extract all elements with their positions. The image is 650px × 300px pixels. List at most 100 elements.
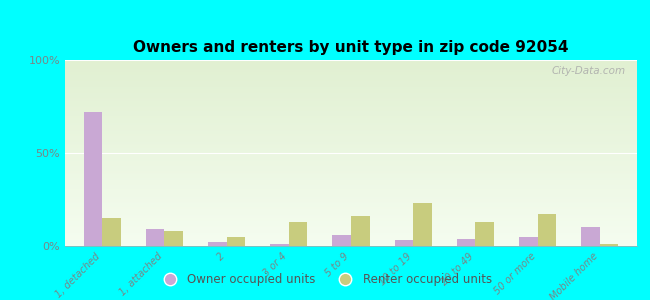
Bar bbox=[65, 119, 637, 120]
Bar bbox=[65, 150, 637, 151]
Bar bbox=[146, 229, 164, 246]
Bar bbox=[65, 184, 637, 185]
Bar bbox=[65, 123, 637, 124]
Bar bbox=[65, 137, 637, 138]
Bar bbox=[65, 234, 637, 235]
Bar bbox=[65, 88, 637, 89]
Bar bbox=[65, 185, 637, 187]
Bar bbox=[65, 104, 637, 105]
Bar bbox=[65, 90, 637, 91]
Bar bbox=[65, 179, 637, 180]
Bar bbox=[65, 67, 637, 68]
Bar bbox=[65, 215, 637, 216]
Bar bbox=[65, 89, 637, 90]
Bar bbox=[581, 227, 600, 246]
Bar bbox=[65, 237, 637, 238]
Bar bbox=[65, 212, 637, 214]
Legend: Owner occupied units, Renter occupied units: Owner occupied units, Renter occupied un… bbox=[153, 269, 497, 291]
Bar bbox=[65, 205, 637, 206]
Bar bbox=[65, 224, 637, 225]
Bar bbox=[65, 112, 637, 113]
Bar bbox=[102, 218, 121, 246]
Bar bbox=[65, 118, 637, 119]
Bar bbox=[65, 155, 637, 156]
Bar bbox=[65, 219, 637, 220]
Bar bbox=[65, 147, 637, 148]
Bar bbox=[65, 177, 637, 178]
Bar bbox=[65, 217, 637, 218]
Bar bbox=[65, 173, 637, 174]
Bar bbox=[65, 225, 637, 226]
Bar bbox=[65, 68, 637, 69]
Bar bbox=[65, 161, 637, 162]
Bar bbox=[65, 116, 637, 117]
Bar bbox=[65, 134, 637, 135]
Bar bbox=[65, 222, 637, 223]
Bar bbox=[65, 140, 637, 141]
Bar bbox=[65, 82, 637, 83]
Bar bbox=[65, 71, 637, 72]
Bar bbox=[65, 242, 637, 243]
Bar bbox=[65, 233, 637, 234]
Bar bbox=[65, 115, 637, 116]
Bar bbox=[65, 77, 637, 78]
Bar bbox=[65, 146, 637, 147]
Bar bbox=[65, 79, 637, 80]
Bar bbox=[65, 85, 637, 86]
Bar bbox=[65, 203, 637, 204]
Bar bbox=[65, 193, 637, 194]
Bar bbox=[65, 133, 637, 134]
Bar bbox=[65, 91, 637, 92]
Bar bbox=[65, 238, 637, 239]
Bar bbox=[65, 142, 637, 143]
Bar bbox=[65, 245, 637, 246]
Bar bbox=[65, 138, 637, 139]
Bar bbox=[65, 221, 637, 222]
Bar bbox=[538, 214, 556, 246]
Bar bbox=[65, 100, 637, 101]
Bar bbox=[65, 196, 637, 197]
Bar bbox=[65, 144, 637, 145]
Bar bbox=[289, 222, 307, 246]
Bar bbox=[65, 169, 637, 170]
Bar bbox=[65, 163, 637, 164]
Bar bbox=[65, 143, 637, 144]
Bar bbox=[65, 156, 637, 157]
Bar bbox=[65, 117, 637, 118]
Bar bbox=[65, 236, 637, 237]
Bar bbox=[65, 63, 637, 64]
Bar bbox=[65, 226, 637, 227]
Bar bbox=[65, 80, 637, 81]
Bar bbox=[65, 209, 637, 210]
Bar bbox=[65, 69, 637, 70]
Bar bbox=[65, 132, 637, 133]
Bar bbox=[65, 220, 637, 221]
Bar bbox=[65, 113, 637, 114]
Bar bbox=[332, 235, 351, 246]
Bar bbox=[457, 238, 475, 246]
Bar bbox=[65, 64, 637, 66]
Bar bbox=[65, 178, 637, 179]
Bar bbox=[65, 190, 637, 191]
Bar bbox=[65, 202, 637, 203]
Bar bbox=[65, 244, 637, 245]
Bar bbox=[65, 151, 637, 152]
Bar bbox=[65, 231, 637, 232]
Bar bbox=[65, 174, 637, 175]
Bar bbox=[65, 232, 637, 233]
Bar bbox=[65, 171, 637, 172]
Bar bbox=[65, 125, 637, 126]
Bar bbox=[65, 66, 637, 67]
Bar bbox=[65, 60, 637, 61]
Bar bbox=[65, 164, 637, 165]
Bar bbox=[65, 154, 637, 155]
Bar bbox=[65, 158, 637, 159]
Bar bbox=[65, 162, 637, 163]
Bar bbox=[600, 244, 618, 246]
Bar bbox=[65, 206, 637, 207]
Bar bbox=[65, 126, 637, 127]
Bar bbox=[65, 108, 637, 109]
Bar bbox=[65, 129, 637, 130]
Bar bbox=[65, 78, 637, 79]
Bar bbox=[65, 181, 637, 182]
